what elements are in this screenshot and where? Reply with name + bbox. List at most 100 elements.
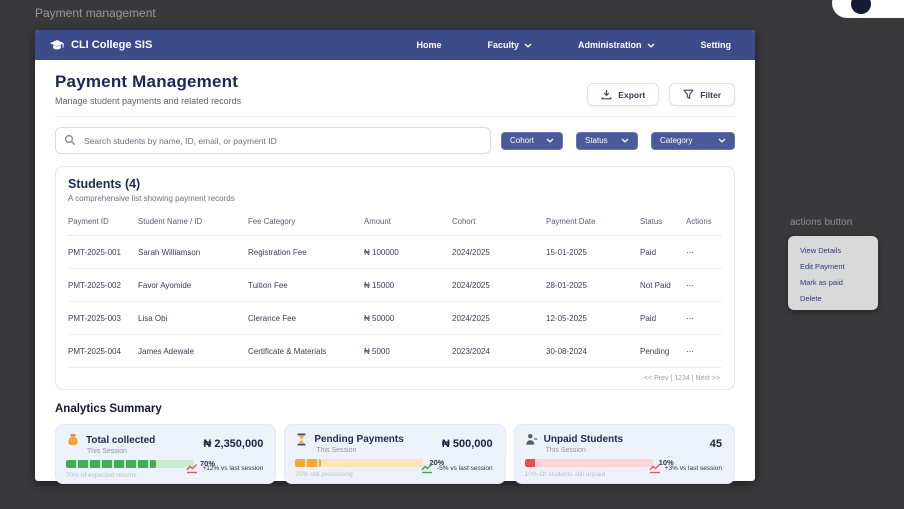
filter-funnel-icon <box>683 89 694 100</box>
cell-status: Pending <box>640 346 670 356</box>
cell-fee-category: Certificate & Materials <box>248 346 327 356</box>
page-subtitle: Manage student payments and related reco… <box>55 96 242 106</box>
cell-student: Sarah Williamson <box>138 247 201 257</box>
chevron-down-icon <box>621 138 629 143</box>
cell-payment-date: 30-08-2024 <box>546 346 587 356</box>
unpaid-students-card: Unpaid Students This Session 10% 10% Of … <box>513 424 735 484</box>
col-payment-id: Payment ID <box>68 217 109 226</box>
more-options-icon[interactable]: ⋯ <box>686 280 695 290</box>
cell-amount: ₦ 50000 <box>364 313 395 323</box>
card-footnote: 20% still processing <box>295 471 353 478</box>
col-amount: Amount <box>364 217 391 226</box>
cell-fee-category: Clerance Fee <box>248 313 297 323</box>
progress-percent: 10% <box>658 458 674 467</box>
cell-payment-date: 12-05-2025 <box>546 313 587 323</box>
menu-item-mark-as-paid[interactable]: Mark as paid <box>800 278 843 287</box>
progress-track <box>524 458 653 467</box>
chevron-down-icon <box>718 138 726 143</box>
table-row: PMT-2025-004 James Adewale Certificate &… <box>68 335 722 368</box>
menu-item-delete[interactable]: Delete <box>800 294 822 303</box>
cell-student: Lisa Obi <box>138 313 168 323</box>
cell-payment-date: 15-01-2025 <box>546 247 587 257</box>
search-band: Cohort Status Category <box>55 116 735 154</box>
progress-track <box>295 458 424 467</box>
graduation-cap-icon <box>49 39 65 52</box>
cell-student: Favor Ayomide <box>138 280 192 290</box>
cell-amount: ₦ 100000 <box>364 247 399 257</box>
cell-payment-id: PMT-2025-004 <box>68 346 121 356</box>
progress-percent: 20% <box>429 458 445 467</box>
nav-label: Setting <box>700 40 732 50</box>
hourglass-icon <box>295 433 308 446</box>
card-period: This Session <box>545 447 586 454</box>
more-options-icon[interactable]: ⋯ <box>686 247 695 257</box>
nav-item-setting[interactable]: Setting <box>701 40 732 50</box>
pill-label: Category <box>660 136 693 145</box>
cell-cohort: 2024/2025 <box>452 280 490 290</box>
export-label: Export <box>618 89 646 100</box>
menu-item-view-details[interactable]: View Details <box>800 246 842 255</box>
export-button[interactable]: Export <box>587 83 660 106</box>
card-value: 45 <box>709 438 722 450</box>
table-header-row: Payment ID Student Name / ID Fee Categor… <box>68 210 722 236</box>
cell-fee-category: Tuition Fee <box>248 280 288 290</box>
chevron-down-icon <box>524 43 532 48</box>
pending-payments-card: Pending Payments This Session 20% 20% st… <box>284 424 506 484</box>
trend-label: -5% vs last session <box>437 464 493 472</box>
nav-label: Home <box>416 40 442 50</box>
nav-label: Faculty <box>487 40 519 50</box>
table-row: PMT-2025-003 Lisa Obi Clerance Fee ₦ 500… <box>68 302 722 335</box>
status-dropdown[interactable]: Status <box>576 131 638 150</box>
col-cohort: Cohort <box>452 217 476 226</box>
search-box <box>55 127 491 154</box>
category-dropdown[interactable]: Category <box>651 131 735 150</box>
card-value: ₦ 500,000 <box>441 438 493 450</box>
card-title: Unpaid Students <box>543 434 624 445</box>
total-collected-card: Total collected This Session 70% 70% of … <box>55 424 277 484</box>
payments-table: Payment ID Student Name / ID Fee Categor… <box>56 210 734 368</box>
progress-percent: 70% <box>200 459 216 468</box>
nav-item-faculty[interactable]: Faculty <box>487 40 532 50</box>
top-navbar: CLI College SIS Home Faculty Administrat… <box>35 30 755 60</box>
trend-chart-icon <box>649 462 661 474</box>
col-actions: Actions <box>686 217 712 226</box>
card-footnote: 10% Of students still unpaid <box>524 471 606 478</box>
card-value: ₦ 2,350,000 <box>203 438 264 450</box>
nav-item-home[interactable]: Home <box>416 40 441 50</box>
avatar[interactable] <box>851 0 871 14</box>
nav-item-administration[interactable]: Administration <box>578 40 655 50</box>
students-card: Students (4) A comprehensive list showin… <box>55 166 735 390</box>
table-row: PMT-2025-001 Sarah Williamson Registrati… <box>68 236 722 269</box>
progress-track <box>66 459 194 468</box>
more-options-icon[interactable]: ⋯ <box>686 313 695 323</box>
card-period: This Session <box>87 448 128 455</box>
cohort-dropdown[interactable]: Cohort <box>501 131 563 150</box>
menu-item-edit-payment[interactable]: Edit Payment <box>800 262 845 271</box>
trend-label: +3% vs last session <box>664 464 722 472</box>
cell-status: Paid <box>640 247 657 257</box>
cell-cohort: 2023/2024 <box>452 346 490 356</box>
app-window: CLI College SIS Home Faculty Administrat… <box>35 30 755 484</box>
pagination[interactable]: << Prev | 1234 | Next >> <box>643 375 720 382</box>
filter-button[interactable]: Filter <box>669 83 735 106</box>
page-title: Payment Management <box>55 72 239 91</box>
pill-label: Cohort <box>510 136 535 145</box>
students-subtitle: A comprehensive list showing payment rec… <box>68 194 235 203</box>
actions-popup-menu: View Details Edit Payment Mark as paid D… <box>788 236 878 310</box>
col-status: Status <box>640 217 663 226</box>
cell-student: James Adewale <box>138 346 195 356</box>
search-icon <box>64 134 76 146</box>
chevron-down-icon <box>546 138 554 143</box>
cell-cohort: 2024/2025 <box>452 313 490 323</box>
analytics-title: Analytics Summary <box>55 403 162 415</box>
col-fee-category: Fee Category <box>248 217 296 226</box>
cell-fee-category: Registration Fee <box>248 247 307 257</box>
chevron-down-icon <box>647 43 655 48</box>
cell-cohort: 2024/2025 <box>452 247 490 257</box>
cell-payment-id: PMT-2025-001 <box>68 247 121 257</box>
search-input[interactable] <box>55 127 491 154</box>
more-options-icon[interactable]: ⋯ <box>686 346 695 356</box>
students-title: Students (4) <box>68 177 141 191</box>
actions-annotation-label: actions button <box>790 217 853 228</box>
